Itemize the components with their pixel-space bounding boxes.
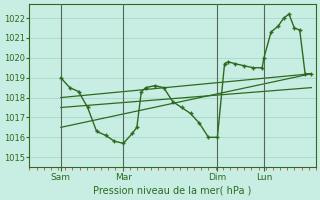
X-axis label: Pression niveau de la mer( hPa ): Pression niveau de la mer( hPa )	[93, 186, 252, 196]
